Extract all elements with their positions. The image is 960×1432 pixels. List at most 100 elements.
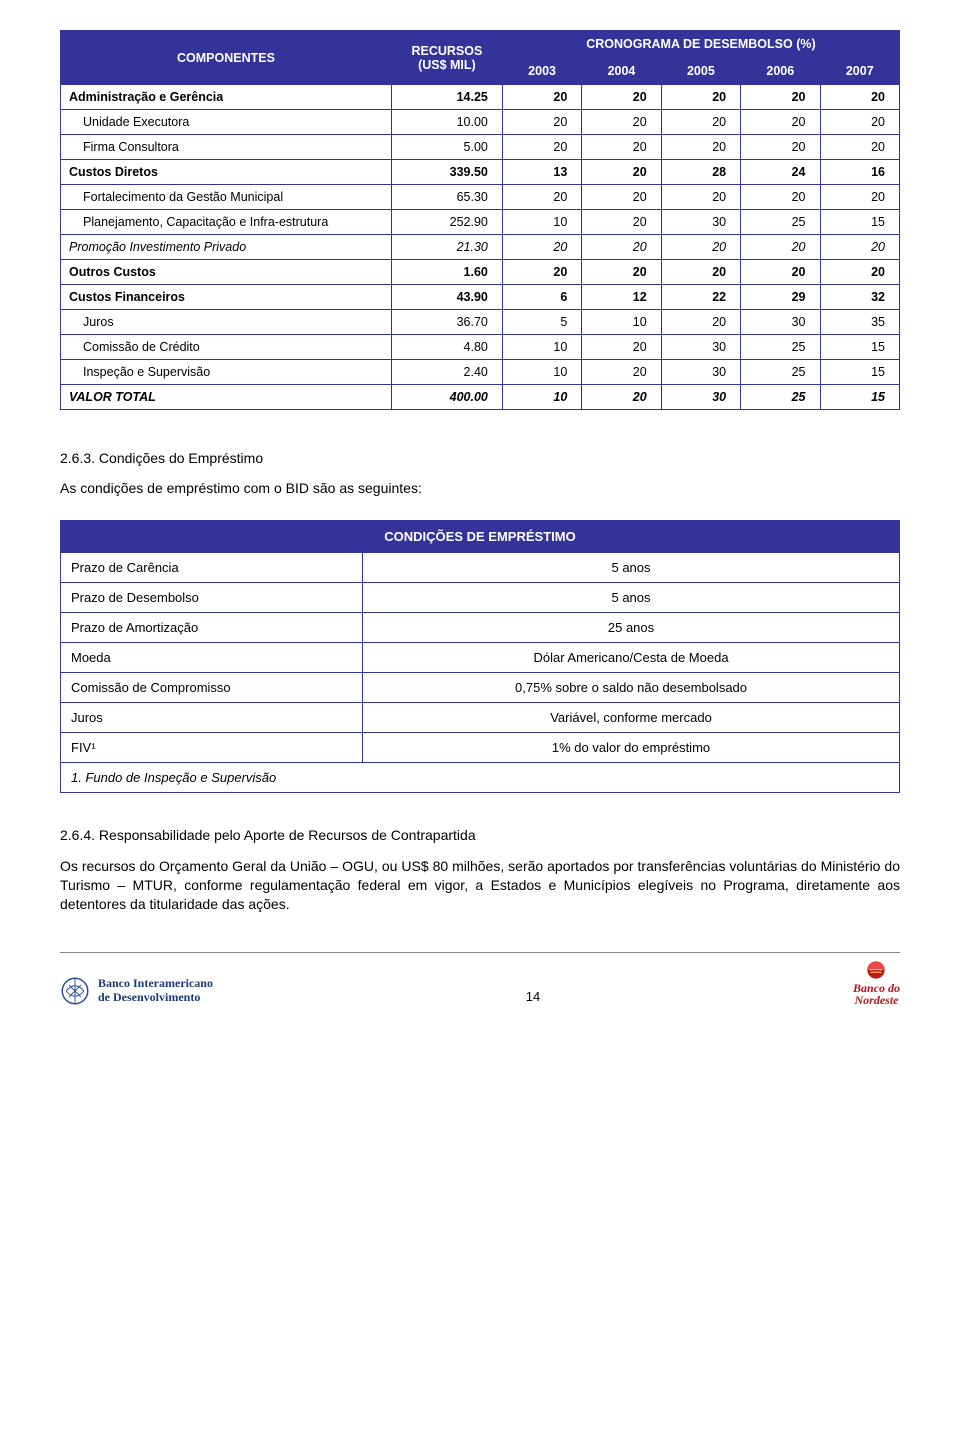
th-recursos: RECURSOS (US$ MIL) bbox=[391, 31, 502, 85]
row-rec: 339.50 bbox=[391, 160, 502, 185]
row-val: 20 bbox=[582, 160, 661, 185]
table-row: Outros Custos1.602020202020 bbox=[61, 260, 900, 285]
row-val: 12 bbox=[582, 285, 661, 310]
table-row: Custos Diretos339.501320282416 bbox=[61, 160, 900, 185]
th-cronograma: CRONOGRAMA DE DESEMBOLSO (%) bbox=[502, 31, 899, 58]
row-val: 30 bbox=[661, 385, 740, 410]
table-row: MoedaDólar Americano/Cesta de Moeda bbox=[61, 643, 900, 673]
cond-val: 5 anos bbox=[363, 583, 900, 613]
row-val: 24 bbox=[741, 160, 820, 185]
bid-text: Banco Interamericano de Desenvolvimento bbox=[98, 977, 213, 1003]
row-val: 20 bbox=[582, 335, 661, 360]
bn-line2: Nordeste bbox=[854, 993, 898, 1007]
section-264: 2.6.4. Responsabilidade pelo Aporte de R… bbox=[60, 827, 900, 914]
row-rec: 21.30 bbox=[391, 235, 502, 260]
cond-key: Moeda bbox=[61, 643, 363, 673]
row-val: 20 bbox=[741, 185, 820, 210]
row-val: 20 bbox=[502, 260, 581, 285]
row-val: 20 bbox=[741, 260, 820, 285]
row-label: Unidade Executora bbox=[61, 110, 392, 135]
row-val: 20 bbox=[661, 260, 740, 285]
cond-val: 5 anos bbox=[363, 553, 900, 583]
cond-val: 1% do valor do empréstimo bbox=[363, 733, 900, 763]
table-row: Custos Financeiros43.90612222932 bbox=[61, 285, 900, 310]
footer-right: Banco do Nordeste bbox=[853, 954, 900, 1006]
row-rec: 5.00 bbox=[391, 135, 502, 160]
row-val: 20 bbox=[661, 185, 740, 210]
bid-line2: de Desenvolvimento bbox=[98, 990, 200, 1004]
th-year: 2004 bbox=[582, 58, 661, 85]
row-val: 20 bbox=[661, 310, 740, 335]
row-val: 32 bbox=[820, 285, 900, 310]
row-val: 20 bbox=[661, 85, 740, 110]
row-val: 20 bbox=[582, 135, 661, 160]
row-val: 30 bbox=[741, 310, 820, 335]
cond-val: 25 anos bbox=[363, 613, 900, 643]
th-condicoes: CONDIÇÕES DE EMPRÉSTIMO bbox=[61, 521, 900, 553]
row-val: 15 bbox=[820, 335, 900, 360]
row-val: 5 bbox=[502, 310, 581, 335]
row-label: VALOR TOTAL bbox=[61, 385, 392, 410]
th-componentes: COMPONENTES bbox=[61, 31, 392, 85]
row-val: 15 bbox=[820, 385, 900, 410]
table-row: Firma Consultora5.002020202020 bbox=[61, 135, 900, 160]
row-val: 30 bbox=[661, 335, 740, 360]
table-row: Fortalecimento da Gestão Municipal65.302… bbox=[61, 185, 900, 210]
table-row: Administração e Gerência14.252020202020 bbox=[61, 85, 900, 110]
row-val: 25 bbox=[741, 360, 820, 385]
row-val: 20 bbox=[502, 135, 581, 160]
section-263: 2.6.3. Condições do Empréstimo As condiç… bbox=[60, 450, 900, 496]
row-val: 20 bbox=[502, 185, 581, 210]
cond-val: Variável, conforme mercado bbox=[363, 703, 900, 733]
row-val: 20 bbox=[820, 85, 900, 110]
cond-val: Dólar Americano/Cesta de Moeda bbox=[363, 643, 900, 673]
row-val: 16 bbox=[820, 160, 900, 185]
row-val: 20 bbox=[582, 360, 661, 385]
row-val: 10 bbox=[502, 335, 581, 360]
row-val: 20 bbox=[582, 85, 661, 110]
table-row: Prazo de Desembolso5 anos bbox=[61, 583, 900, 613]
row-label: Juros bbox=[61, 310, 392, 335]
row-val: 6 bbox=[502, 285, 581, 310]
row-rec: 36.70 bbox=[391, 310, 502, 335]
row-label: Firma Consultora bbox=[61, 135, 392, 160]
page-footer: Banco Interamericano de Desenvolvimento … bbox=[60, 954, 900, 1006]
th-year: 2003 bbox=[502, 58, 581, 85]
row-val: 20 bbox=[741, 235, 820, 260]
row-val: 20 bbox=[820, 235, 900, 260]
table-row: VALOR TOTAL400.001020302515 bbox=[61, 385, 900, 410]
section-264-heading: 2.6.4. Responsabilidade pelo Aporte de R… bbox=[60, 827, 900, 843]
row-val: 15 bbox=[820, 210, 900, 235]
row-val: 25 bbox=[741, 335, 820, 360]
row-val: 10 bbox=[502, 210, 581, 235]
th-year: 2006 bbox=[741, 58, 820, 85]
row-rec: 10.00 bbox=[391, 110, 502, 135]
row-rec: 2.40 bbox=[391, 360, 502, 385]
cond-val: 0,75% sobre o saldo não desembolsado bbox=[363, 673, 900, 703]
table2-footnote: 1. Fundo de Inspeção e Supervisão bbox=[61, 763, 900, 793]
table-row: JurosVariável, conforme mercado bbox=[61, 703, 900, 733]
row-val: 20 bbox=[582, 260, 661, 285]
row-rec: 252.90 bbox=[391, 210, 502, 235]
section-263-intro: As condições de empréstimo com o BID são… bbox=[60, 480, 900, 496]
row-val: 25 bbox=[741, 210, 820, 235]
row-val: 20 bbox=[661, 235, 740, 260]
cond-key: Comissão de Compromisso bbox=[61, 673, 363, 703]
row-val: 29 bbox=[741, 285, 820, 310]
bn-logo-icon bbox=[856, 958, 896, 982]
row-val: 10 bbox=[582, 310, 661, 335]
row-val: 20 bbox=[582, 185, 661, 210]
row-label: Administração e Gerência bbox=[61, 85, 392, 110]
row-val: 20 bbox=[582, 385, 661, 410]
row-label: Custos Diretos bbox=[61, 160, 392, 185]
row-label: Inspeção e Supervisão bbox=[61, 360, 392, 385]
row-val: 22 bbox=[661, 285, 740, 310]
row-val: 20 bbox=[820, 260, 900, 285]
row-rec: 14.25 bbox=[391, 85, 502, 110]
row-rec: 65.30 bbox=[391, 185, 502, 210]
row-label: Fortalecimento da Gestão Municipal bbox=[61, 185, 392, 210]
row-val: 20 bbox=[502, 235, 581, 260]
row-label: Custos Financeiros bbox=[61, 285, 392, 310]
table-row: Comissão de Crédito4.801020302515 bbox=[61, 335, 900, 360]
row-val: 10 bbox=[502, 385, 581, 410]
